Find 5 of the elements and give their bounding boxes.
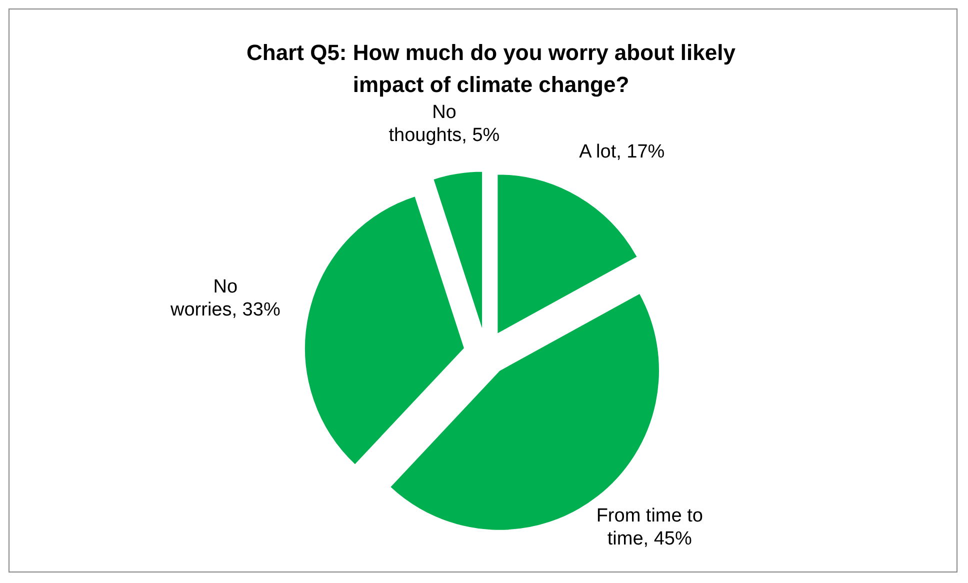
slice-label: No thoughts, 5% bbox=[388, 102, 500, 146]
chart-title: Chart Q5: How much do you worry about likely impact of climate change? bbox=[246, 40, 736, 97]
slice-label: From time to time, 45% bbox=[596, 505, 703, 550]
slice-label: No worries, 33% bbox=[170, 276, 280, 320]
slice-label: A lot, 17% bbox=[579, 142, 665, 163]
